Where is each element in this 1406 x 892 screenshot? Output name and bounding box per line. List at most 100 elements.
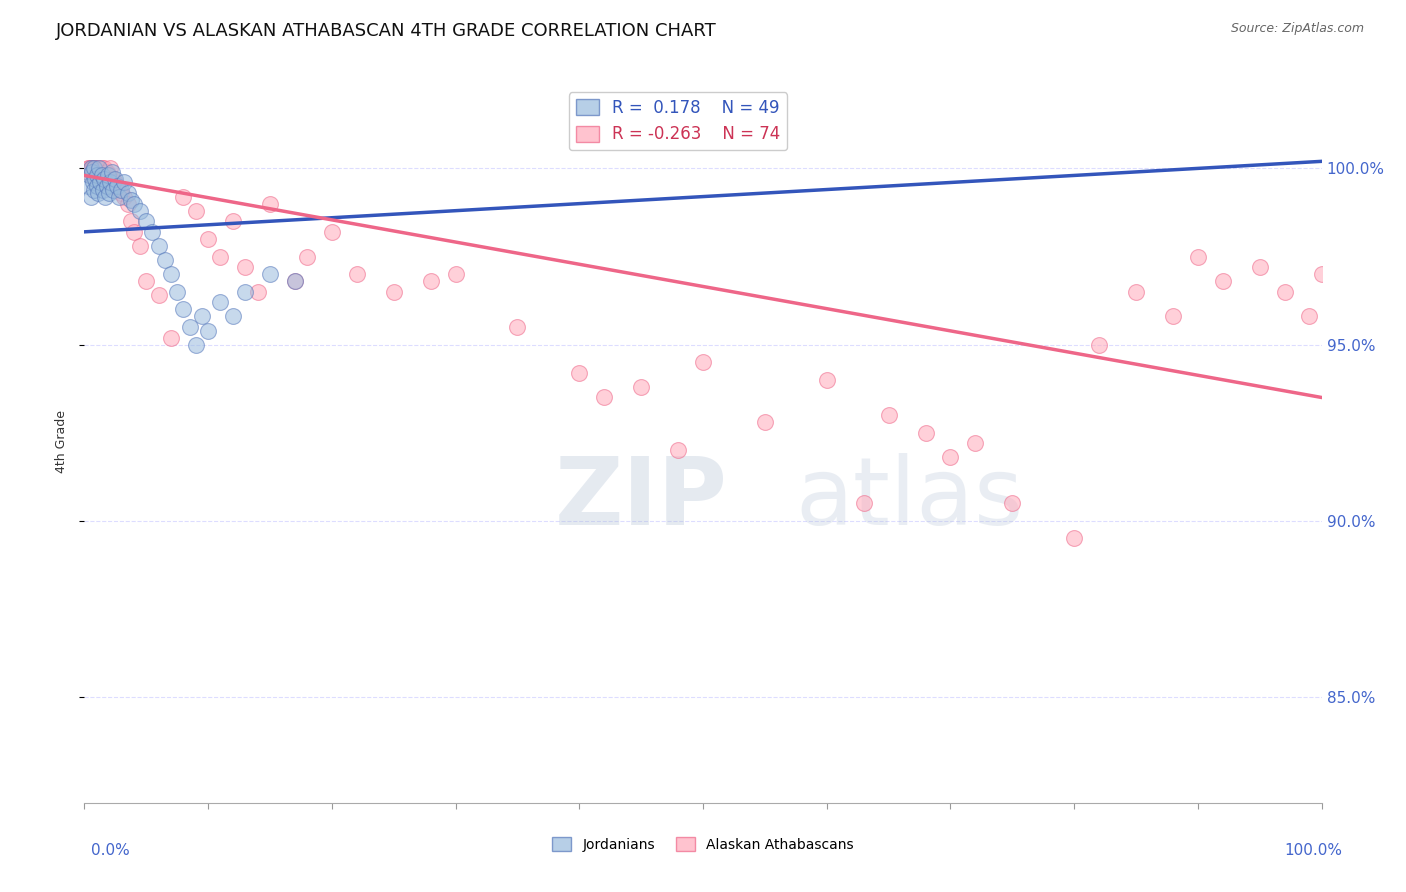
Point <box>86 172 108 186</box>
Point <box>1125 285 1147 299</box>
Point <box>120 193 142 207</box>
Point <box>79 169 101 183</box>
Point <box>914 425 936 440</box>
Point <box>79 161 101 176</box>
Point <box>101 182 124 196</box>
Point <box>79 169 101 183</box>
Point <box>197 324 219 338</box>
Point <box>77 161 100 176</box>
Point <box>96 179 118 194</box>
Point <box>77 179 100 194</box>
Point <box>754 415 776 429</box>
Point <box>233 285 256 299</box>
Point <box>295 250 318 264</box>
Point <box>86 179 108 194</box>
Point <box>382 285 405 299</box>
Point <box>246 285 269 299</box>
Point <box>93 161 115 176</box>
Point <box>419 274 441 288</box>
Point <box>209 250 232 264</box>
Point <box>191 310 214 324</box>
Point <box>91 182 114 196</box>
Point <box>172 302 194 317</box>
Point <box>284 274 307 288</box>
Point <box>110 186 132 200</box>
Point <box>84 161 107 176</box>
Point <box>346 267 368 281</box>
Point <box>184 203 207 218</box>
Point <box>135 274 157 288</box>
Point <box>259 196 281 211</box>
Point <box>90 161 112 176</box>
Point <box>148 288 170 302</box>
Point <box>98 186 121 200</box>
Point <box>110 182 132 196</box>
Point <box>91 169 114 183</box>
Y-axis label: 4th Grade: 4th Grade <box>55 410 67 473</box>
Point <box>1001 496 1024 510</box>
Point <box>83 182 105 196</box>
Point <box>122 196 145 211</box>
Point <box>80 165 103 179</box>
Point <box>83 161 105 176</box>
Point <box>97 172 120 186</box>
Point <box>108 182 131 196</box>
Text: atlas: atlas <box>796 453 1024 545</box>
Point <box>93 172 115 186</box>
Point <box>86 169 108 183</box>
Point <box>98 161 121 176</box>
Point <box>153 253 176 268</box>
Point <box>1187 250 1209 264</box>
Point <box>100 165 122 179</box>
Point <box>148 239 170 253</box>
Point <box>87 186 110 200</box>
Point <box>80 161 103 176</box>
Point <box>135 214 157 228</box>
Point <box>112 189 135 203</box>
Point <box>1298 310 1320 324</box>
Point <box>160 330 183 344</box>
Point <box>222 214 245 228</box>
Point <box>129 203 152 218</box>
Point <box>141 225 163 239</box>
Point <box>105 179 128 194</box>
Point <box>284 274 307 288</box>
Point <box>259 267 281 281</box>
Point <box>97 169 120 183</box>
Point <box>222 310 245 324</box>
Point <box>692 355 714 369</box>
Legend: Jordanians, Alaskan Athabascans: Jordanians, Alaskan Athabascans <box>547 831 859 857</box>
Point <box>172 189 194 203</box>
Point <box>100 179 122 194</box>
Point <box>129 239 152 253</box>
Point <box>117 196 139 211</box>
Point <box>1274 285 1296 299</box>
Point <box>108 189 131 203</box>
Point <box>939 450 962 465</box>
Point <box>83 165 105 179</box>
Text: 0.0%: 0.0% <box>91 843 131 858</box>
Point <box>104 172 127 186</box>
Point <box>79 161 101 176</box>
Point <box>965 436 987 450</box>
Point <box>84 172 107 186</box>
Point <box>82 176 104 190</box>
Point <box>112 176 135 190</box>
Text: Source: ZipAtlas.com: Source: ZipAtlas.com <box>1230 22 1364 36</box>
Point <box>98 169 121 183</box>
Point <box>444 267 467 281</box>
Point <box>184 337 207 351</box>
Point <box>98 176 121 190</box>
Point <box>117 186 139 200</box>
Point <box>666 443 689 458</box>
Point <box>86 161 108 176</box>
Text: 100.0%: 100.0% <box>1285 843 1343 858</box>
Point <box>593 391 616 405</box>
Point <box>79 161 101 176</box>
Point <box>1088 337 1111 351</box>
Point <box>815 373 838 387</box>
Point <box>1063 532 1085 546</box>
Point <box>852 496 875 510</box>
Point <box>1161 310 1184 324</box>
Point <box>122 225 145 239</box>
